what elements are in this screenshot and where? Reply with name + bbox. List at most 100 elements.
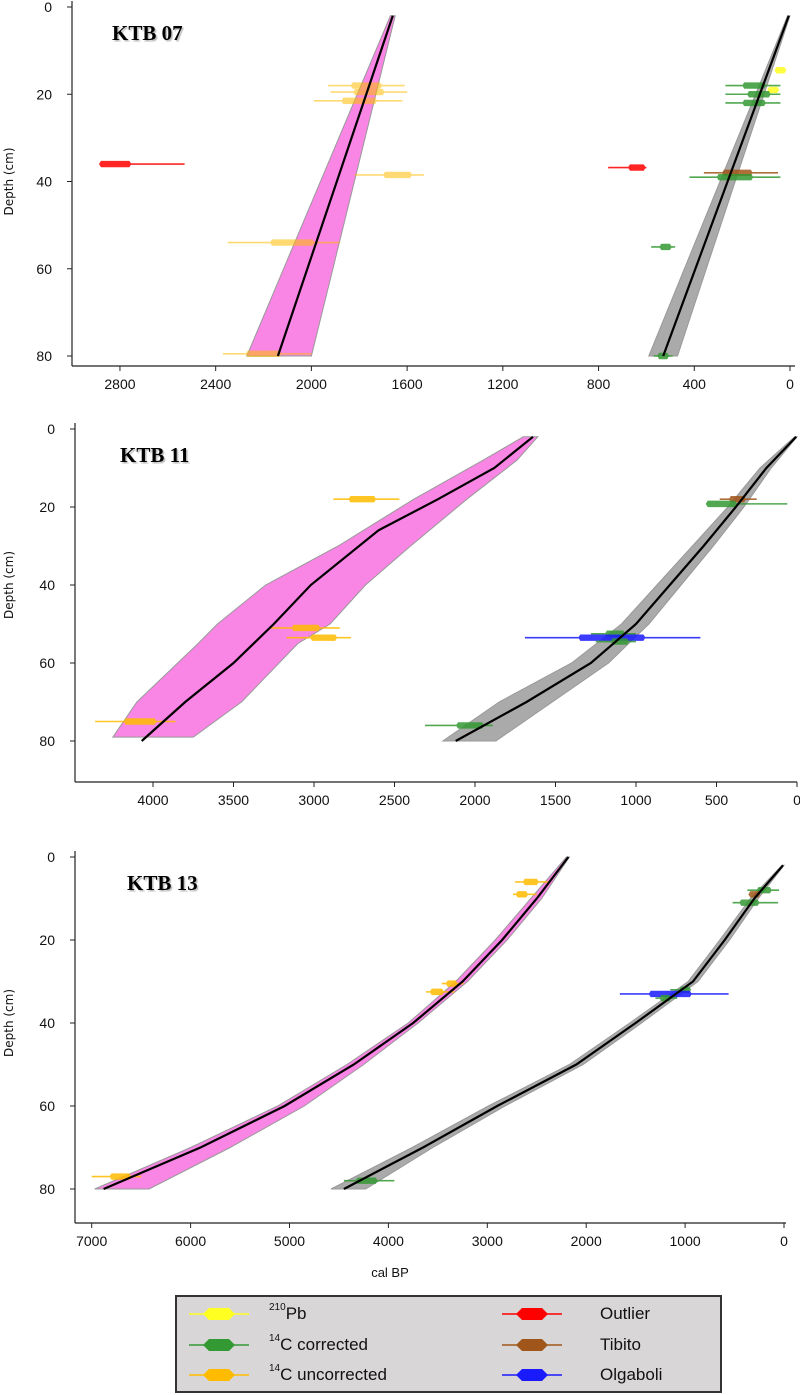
date-marker-corrected: [732, 899, 779, 906]
legend-item-pb210: 210Pb: [189, 1300, 306, 1328]
x-tick-label: 400: [683, 376, 707, 392]
legend-label: 14C corrected: [269, 1333, 368, 1354]
date-probability-mark: [270, 239, 315, 246]
panel-title: KTB 11: [120, 443, 189, 467]
x-tick-label: 4000: [373, 1233, 404, 1249]
x-tick-label: 0: [786, 376, 794, 392]
model-mean-line-uncorrected: [276, 15, 394, 357]
x-tick-label: 2500: [379, 792, 410, 808]
y-axis-label: Depth (cm): [2, 551, 16, 619]
date-probability-mark: [348, 496, 377, 503]
x-tick-label: 7000: [76, 1233, 107, 1249]
date-probability-mark: [767, 86, 780, 94]
legend-item-uncorrected: 14C uncorrected: [189, 1361, 387, 1389]
y-tick-label: 60: [36, 261, 52, 277]
x-tick-label: 1000: [670, 1233, 701, 1249]
model-mean-line-uncorrected: [140, 435, 534, 742]
legend-symbol-uncorrected: [189, 1369, 249, 1381]
legend-symbol-outlier: [502, 1308, 562, 1320]
model-band-uncorrected: [94, 856, 571, 1190]
date-marker-uncorrected: [227, 239, 341, 246]
x-tick-label: 2400: [200, 376, 231, 392]
date-probability-mark: [739, 899, 760, 906]
legend-label: Tibito: [600, 1335, 641, 1354]
date-marker-uncorrected: [270, 624, 340, 632]
x-tick-label: 3500: [218, 792, 249, 808]
date-marker-pb210: [767, 86, 780, 94]
date-probability-mark: [515, 891, 529, 898]
legend: 210Pb 14C corrected 14C uncorrected Outl…: [175, 1295, 722, 1393]
date-marker-corrected: [425, 722, 493, 729]
y-tick-label: 0: [47, 421, 55, 437]
date-marker-pb210: [774, 67, 787, 74]
legend-item-tibito: Tibito: [502, 1331, 641, 1359]
model-mean-line-uncorrected: [103, 856, 570, 1191]
y-tick-label: 80: [39, 1181, 55, 1197]
date-marker-uncorrected: [354, 171, 424, 179]
legend-item-outlier: Outlier: [502, 1300, 650, 1328]
y-tick-label: 0: [47, 849, 55, 865]
legend-label: 14C uncorrected: [269, 1363, 387, 1384]
y-tick-label: 0: [44, 0, 52, 15]
y-tick-label: 80: [36, 348, 52, 364]
model-mean-line-corrected: [455, 436, 797, 742]
date-probability-mark: [659, 243, 672, 251]
date-marker-olgaboli: [524, 634, 701, 641]
x-tick-label: 2000: [296, 376, 327, 392]
model-mean-line-corrected: [343, 864, 784, 1190]
x-tick-label: 5000: [274, 1233, 305, 1249]
panel-title: KTB 07: [112, 21, 183, 45]
x-tick-label: 0: [793, 792, 800, 808]
date-marker-outlier: [98, 160, 185, 168]
model-band-corrected: [441, 436, 799, 742]
date-marker-uncorrected: [514, 878, 549, 886]
legend-item-olgaboli: Olgaboli: [502, 1361, 662, 1389]
y-axis-label: Depth (cm): [2, 989, 16, 1057]
date-probability-mark: [310, 634, 338, 641]
legend-symbol-pb210: [189, 1308, 249, 1320]
legend-label: 210Pb: [269, 1302, 307, 1323]
legend-symbol-olgaboli: [502, 1369, 562, 1381]
date-probability-mark: [774, 67, 787, 74]
date-probability-mark: [383, 171, 413, 179]
model-band-uncorrected: [111, 436, 539, 738]
date-probability-mark: [445, 980, 458, 987]
date-probability-mark: [648, 990, 692, 998]
y-tick-label: 40: [36, 174, 52, 190]
model-band-corrected: [330, 864, 786, 1190]
y-tick-label: 20: [39, 932, 55, 948]
date-probability-mark: [109, 1173, 132, 1180]
panel-title: KTB 13: [127, 871, 198, 895]
date-probability-mark: [245, 350, 282, 358]
legend-marker: [516, 1339, 548, 1351]
panel-ktb-07: 0 20 40 60 80 2800 2400 2000 1600 1200 800 400 0 Dept…: [2, 0, 795, 392]
x-tick-label: 4000: [137, 792, 168, 808]
panel-ktb-13: 0 20 40 60 80 7000 6000 5000 4000 3000 2000 1000 0 De…: [2, 849, 788, 1249]
x-tick-label: 2800: [104, 376, 135, 392]
date-probability-mark: [742, 82, 767, 89]
date-probability-mark: [98, 160, 132, 168]
date-marker-uncorrected: [328, 82, 405, 89]
date-probability-mark: [341, 97, 378, 104]
date-marker-uncorrected: [286, 634, 352, 641]
date-marker-corrected: [689, 173, 781, 181]
y-tick-label: 20: [39, 499, 55, 515]
date-marker-uncorrected: [333, 496, 400, 503]
legend-item-corrected: 14C corrected: [189, 1331, 368, 1359]
y-axis-label: Depth (cm): [2, 147, 16, 215]
date-marker-corrected: [705, 500, 788, 508]
y-tick-label: 40: [39, 577, 55, 593]
x-tick-label: 3000: [298, 792, 329, 808]
date-marker-corrected: [725, 99, 781, 107]
legend-marker: [203, 1369, 235, 1381]
y-tick-label: 80: [39, 733, 55, 749]
model-mean-line-corrected: [662, 15, 790, 357]
y-tick-label: 60: [39, 655, 55, 671]
date-marker-outlier: [608, 164, 647, 171]
date-probability-mark: [123, 718, 157, 725]
x-tick-label: 500: [705, 792, 729, 808]
x-axis-label: cal BP: [0, 1265, 800, 1280]
date-marker-uncorrected: [330, 88, 408, 96]
panel-ktb-11: 0 20 40 60 80 4000 3500 3000 2500 2000 1500 1000 500…: [2, 421, 800, 808]
